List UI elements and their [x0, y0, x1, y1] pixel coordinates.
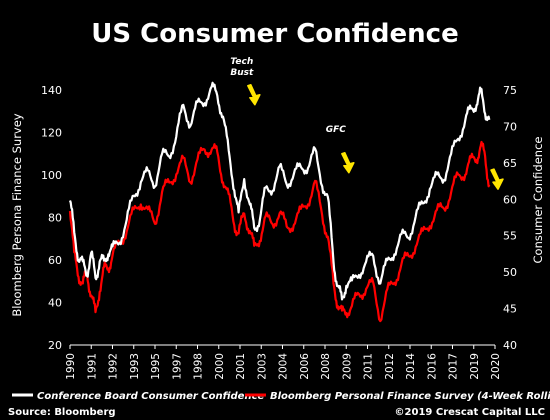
x-tick-label: 1993 [129, 353, 141, 380]
right-y-axis-label: Consumer Confidence [531, 137, 545, 264]
left-y-tick-label: 80 [48, 212, 62, 225]
annotation-label: Tech [230, 57, 253, 67]
legend-label-conference-board: Conference Board Consumer Confidence [37, 391, 264, 402]
x-tick-label: 2009 [341, 353, 353, 380]
annotation-arrow [247, 84, 261, 106]
x-axis-ticks: 1990 1991 1992 1993 1995 1997 1998 2000 2001 2003… [65, 344, 502, 380]
annotation-label: Bust [230, 68, 254, 78]
legend-label-bloomberg: Bloomberg Personal Finance Survey (4-Wee… [270, 391, 550, 402]
x-tick-label: 2001 [235, 353, 247, 380]
right-y-axis-ticks: 40 45 50 55 60 65 70 75 [503, 84, 517, 352]
x-tick-label: 1992 [108, 353, 120, 380]
right-y-tick-label: 45 [503, 303, 517, 316]
chart-title: US Consumer Confidence [91, 19, 458, 49]
right-y-tick-label: 55 [503, 230, 517, 243]
annotation-arrow [490, 168, 504, 190]
x-tick-label: 2008 [320, 353, 332, 380]
left-y-tick-label: 60 [48, 254, 62, 267]
legend: Conference Board Consumer Confidence Blo… [12, 391, 550, 402]
x-tick-label: 1998 [193, 353, 205, 380]
right-y-tick-label: 50 [503, 266, 517, 279]
x-tick-label: 2006 [299, 353, 311, 380]
left-y-tick-label: 140 [41, 84, 62, 97]
x-tick-label: 2019 [469, 353, 481, 380]
x-tick-label: 1990 [65, 353, 77, 380]
left-y-tick-label: 100 [41, 169, 62, 182]
chart-series [68, 81, 491, 323]
left-y-tick-label: 40 [48, 297, 62, 310]
left-y-axis-label: Bloomberg Persona Finance Survey [10, 113, 24, 316]
right-y-tick-label: 70 [503, 120, 517, 133]
right-y-tick-label: 60 [503, 193, 517, 206]
series-line-bloomberg [68, 140, 491, 323]
left-y-tick-label: 120 [41, 127, 62, 140]
x-tick-label: 2017 [448, 353, 460, 380]
x-tick-label: 2000 [214, 353, 226, 380]
x-tick-label: 2004 [278, 353, 290, 380]
x-tick-label: 1991 [86, 353, 98, 380]
series-line-conference-board [68, 81, 491, 301]
annotation-label: GFC [326, 125, 347, 135]
x-tick-label: 2003 [256, 353, 268, 380]
x-tick-label: 2016 [426, 353, 438, 380]
right-y-tick-label: 75 [503, 84, 517, 97]
left-y-axis-ticks: 20 40 60 80 100 120 140 [41, 84, 62, 352]
footer-copyright: ©2019 Crescat Capital LLC [395, 407, 545, 418]
right-y-tick-label: 65 [503, 157, 517, 170]
x-tick-label: 2020 [490, 353, 502, 380]
right-y-tick-label: 40 [503, 339, 517, 352]
x-tick-label: 2014 [405, 353, 417, 380]
x-tick-label: 2012 [384, 353, 396, 380]
x-tick-label: 2011 [363, 353, 375, 380]
x-tick-label: 1995 [150, 353, 162, 380]
x-tick-label: 1997 [171, 353, 183, 380]
annotation-arrow [341, 152, 355, 174]
left-y-tick-label: 20 [48, 339, 62, 352]
footer-source: Source: Bloomberg [8, 407, 116, 418]
